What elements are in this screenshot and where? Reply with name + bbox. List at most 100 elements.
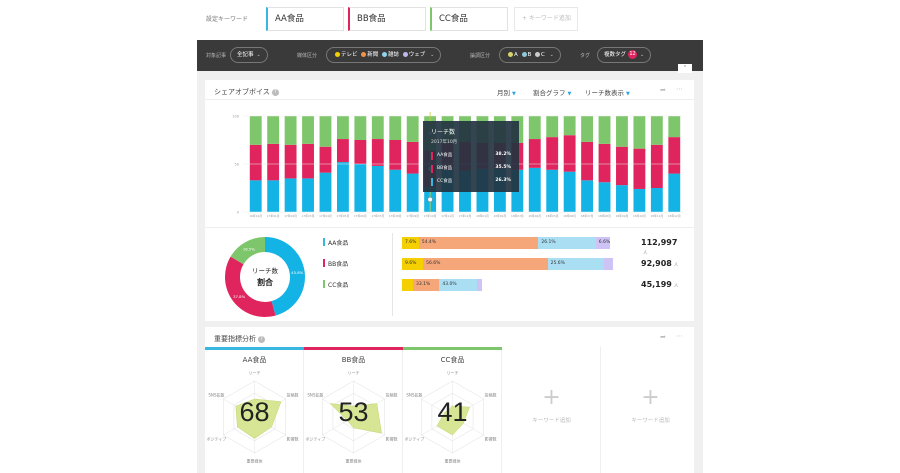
bar-segment[interactable] — [249, 180, 262, 212]
bar-segment[interactable] — [371, 165, 384, 212]
help-icon[interactable]: ? — [258, 335, 265, 343]
bar-segment[interactable] — [598, 182, 611, 212]
bar-segment[interactable] — [249, 116, 262, 145]
keyword-chip-aa[interactable]: AA食品 — [266, 7, 344, 31]
display-select[interactable]: リーチ数表示 ▼ — [585, 87, 630, 97]
bar-segment[interactable] — [546, 137, 559, 170]
bar-segment[interactable] — [336, 139, 349, 163]
keyword-chip-bb[interactable]: BB食品 — [348, 7, 426, 31]
bar-segment[interactable] — [389, 116, 402, 140]
bar-segment[interactable] — [284, 116, 297, 145]
bar-segment[interactable] — [406, 173, 419, 212]
add-keyword-slot[interactable]: + キーワード追加 — [601, 347, 700, 473]
bar-segment[interactable] — [354, 164, 367, 212]
bar-segment[interactable] — [581, 141, 594, 181]
collapse-filter-button[interactable]: ⌃ — [678, 64, 692, 73]
donut-segment[interactable] — [225, 256, 276, 317]
ranking-bar-segment[interactable]: 26.1% — [538, 237, 596, 249]
bar-segment[interactable] — [563, 171, 576, 212]
bar-segment[interactable] — [354, 116, 367, 140]
donut-segment[interactable] — [230, 237, 265, 265]
bar-segment[interactable] — [284, 178, 297, 212]
bar-segment[interactable] — [319, 146, 332, 173]
bar-segment[interactable] — [616, 116, 628, 147]
help-icon[interactable]: ? — [271, 88, 279, 96]
ranking-bar-segment[interactable] — [402, 279, 413, 291]
ranking-bar-segment[interactable]: 54.4% — [418, 237, 539, 249]
bar-segment[interactable] — [302, 143, 314, 179]
bar-segment[interactable] — [668, 116, 681, 138]
share-arrow-icon[interactable]: ➦ — [660, 86, 666, 94]
period-select[interactable]: 月別 ▼ — [497, 87, 516, 97]
bar-segment[interactable] — [302, 178, 314, 212]
bar-segment[interactable] — [528, 139, 541, 168]
bar-segment[interactable] — [650, 116, 663, 145]
bar-segment[interactable] — [249, 144, 262, 181]
bar-segment[interactable] — [267, 180, 280, 212]
bar-segment[interactable] — [650, 144, 663, 188]
tooltip-row-name: BB食品 — [437, 166, 453, 171]
graph-type-select[interactable]: 割合グラフ ▼ — [533, 87, 571, 97]
bar-segment[interactable] — [284, 144, 297, 179]
ranking-bar-segment[interactable]: 25.6% — [547, 258, 604, 270]
ranking-bar-segment[interactable]: 7.6% — [402, 237, 419, 249]
divider — [392, 233, 393, 316]
bar-segment[interactable] — [371, 116, 384, 140]
bar-segment[interactable] — [528, 116, 541, 140]
target-select[interactable]: 全記事 ⌄ — [230, 47, 268, 63]
ranking-bar-segment[interactable]: 9.6% — [402, 258, 424, 270]
bar-segment[interactable] — [581, 116, 594, 142]
bar-segment[interactable] — [616, 146, 628, 186]
bar-segment[interactable] — [581, 180, 594, 212]
bar-segment[interactable] — [598, 143, 611, 183]
bar-segment[interactable] — [668, 173, 681, 212]
bar-segment[interactable] — [633, 188, 646, 212]
ranking-bar-segment[interactable] — [603, 258, 613, 270]
more-dots-icon[interactable]: ⋯ — [676, 332, 683, 340]
tone-select[interactable]: A B C ⌄ — [499, 47, 561, 63]
radar-score: 68 — [239, 397, 270, 427]
bar-segment[interactable] — [354, 140, 367, 164]
ranking-name: BB食品 — [323, 259, 348, 268]
bar-segment[interactable] — [528, 167, 541, 212]
bar-segment[interactable] — [267, 116, 280, 144]
bar-segment[interactable] — [336, 162, 349, 212]
bar-segment[interactable] — [650, 188, 663, 212]
add-keyword-slot[interactable]: + キーワード追加 — [502, 347, 601, 473]
bar-segment[interactable] — [389, 169, 402, 212]
bar-segment[interactable] — [668, 137, 681, 174]
bar-segment[interactable] — [336, 116, 349, 140]
bar-segment[interactable] — [633, 148, 646, 189]
bar-segment[interactable] — [406, 141, 419, 174]
share-arrow-icon[interactable]: ➦ — [660, 333, 666, 341]
more-dots-icon[interactable]: ⋯ — [676, 85, 683, 93]
add-keyword-button[interactable]: + キーワード追加 — [514, 7, 578, 31]
ranking-bar-segment[interactable]: 33.1% — [413, 279, 440, 291]
bar-segment[interactable] — [546, 116, 559, 138]
ranking-bar-segment[interactable]: 43.0% — [439, 279, 477, 291]
radar-area — [329, 403, 382, 434]
bar-segment[interactable] — [302, 116, 314, 144]
bar-segment[interactable] — [319, 116, 332, 147]
accent-line — [304, 347, 403, 350]
keyword-chip-cc[interactable]: CC食品 — [430, 7, 508, 31]
bar-segment[interactable] — [406, 116, 419, 142]
ranking-bar-segment[interactable] — [476, 279, 483, 291]
tone-label: 論調区分 — [470, 53, 491, 59]
tag-select[interactable]: 複数タグ 12 ⌄ — [597, 47, 652, 63]
bar-segment[interactable] — [389, 140, 402, 170]
bar-segment[interactable] — [319, 172, 332, 212]
share-title-text: シェアオブボイス — [214, 88, 270, 96]
bar-segment[interactable] — [371, 139, 384, 166]
media-select[interactable]: テレビ 新聞 雑誌 ウェブ ⌄ — [326, 47, 442, 63]
bar-segment[interactable] — [598, 116, 611, 144]
ranking-bar-segment[interactable]: 56.6% — [423, 258, 548, 270]
donut-segment[interactable] — [265, 237, 306, 316]
ranking-bar-segment[interactable]: 6.6% — [595, 237, 611, 249]
bar-segment[interactable] — [267, 143, 280, 181]
bar-segment[interactable] — [563, 135, 576, 172]
bar-segment[interactable] — [616, 185, 628, 212]
bar-segment[interactable] — [546, 169, 559, 212]
bar-segment[interactable] — [633, 116, 646, 149]
bar-segment[interactable] — [563, 116, 576, 136]
